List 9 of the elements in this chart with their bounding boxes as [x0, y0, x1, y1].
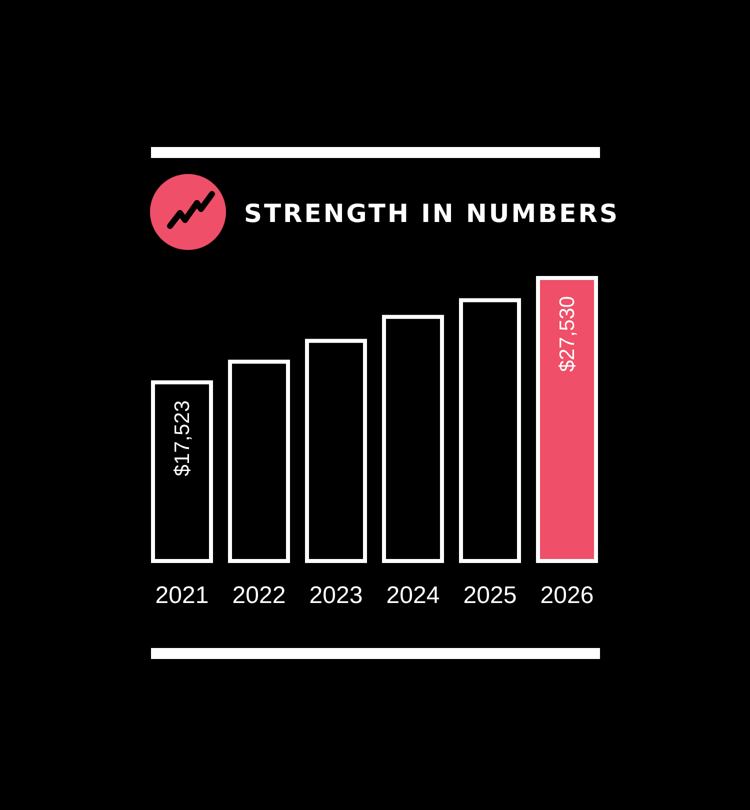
x-tick-label: 2023 — [309, 582, 363, 609]
x-tick-label: 2026 — [540, 582, 594, 609]
x-tick-label: 2025 — [463, 582, 517, 609]
data-label: $27,530 — [556, 296, 579, 372]
x-tick-label: 2024 — [386, 582, 440, 609]
x-tick-label: 2022 — [232, 582, 286, 609]
chart-title: STRENGTH IN NUMBERS — [244, 199, 620, 228]
x-tick-label: 2021 — [155, 582, 209, 609]
data-label: $17,523 — [171, 400, 194, 476]
